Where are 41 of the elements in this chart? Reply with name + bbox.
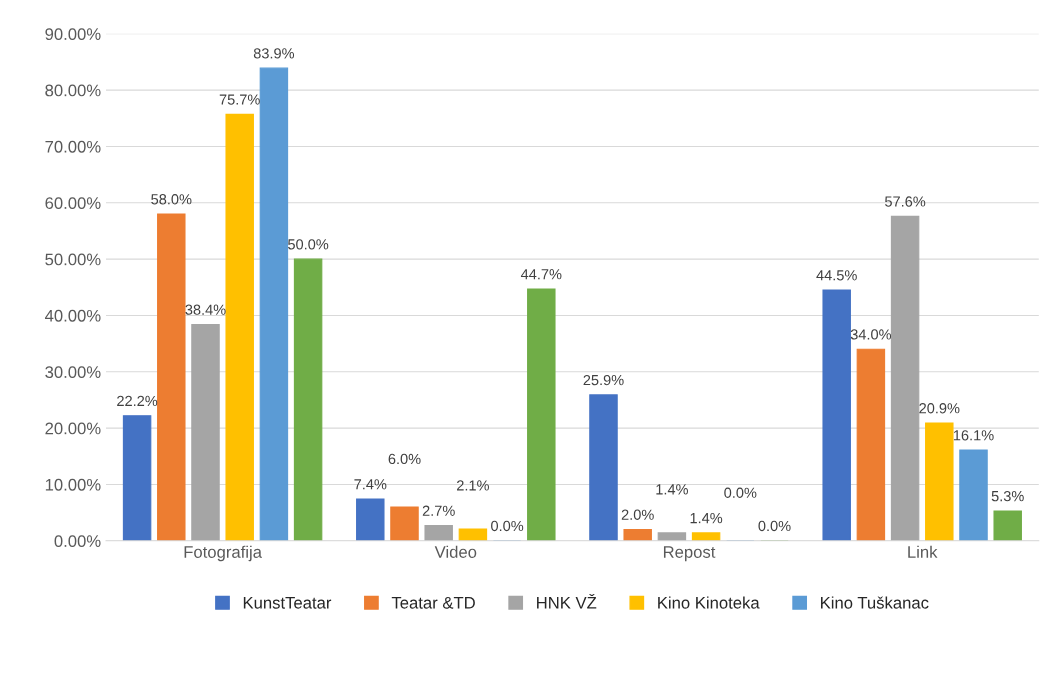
y-tick-label: 10.00% — [45, 478, 101, 491]
x-tick-label: Fotografija — [184, 545, 262, 562]
y-tick-label: 90.00% — [45, 28, 101, 40]
data-label: 75.7% — [219, 94, 260, 105]
y-tick-label: 40.00% — [45, 309, 101, 322]
x-tick-label: Video — [434, 545, 477, 558]
data-label: 1.4% — [656, 484, 688, 495]
data-label: 0.0% — [758, 520, 791, 532]
legend-label: Kino Tuškanac — [821, 596, 929, 609]
y-tick-label: 60.00% — [45, 197, 101, 209]
data-label: 16.1% — [953, 430, 994, 441]
data-label: 25.9% — [583, 374, 624, 386]
data-label: 44.5% — [816, 270, 857, 281]
data-label: 0.0% — [724, 487, 757, 498]
x-tick-label: Repost — [663, 546, 716, 562]
y-tick-label: 20.00% — [45, 422, 101, 435]
data-label: 44.7% — [520, 269, 562, 280]
data-label: 1.4% — [690, 513, 723, 524]
x-tick-label: Link — [908, 545, 938, 558]
data-label: 34.0% — [850, 329, 892, 340]
legend-label: Kino Kinoteka — [658, 596, 760, 609]
y-tick-label: 50.00% — [45, 253, 101, 266]
y-tick-label: 80.00% — [45, 84, 101, 97]
data-label: 58.0% — [151, 194, 192, 205]
data-label: 2.1% — [457, 480, 489, 491]
y-tick-label: 30.00% — [45, 366, 101, 378]
data-label: 0.0% — [491, 520, 524, 532]
legend-label: Teatar &TD — [391, 597, 475, 609]
data-label: 2.0% — [621, 509, 654, 520]
data-label: 7.4% — [354, 479, 387, 490]
legend-label: HNK VŽ — [537, 593, 597, 609]
data-label: 50.0% — [288, 239, 329, 250]
data-label: 83.9% — [253, 48, 295, 59]
data-label: 57.6% — [885, 196, 926, 207]
data-label: 20.9% — [919, 403, 960, 414]
data-label: 2.7% — [422, 505, 455, 516]
y-tick-label: 0.00% — [54, 535, 101, 547]
data-label: 5.3% — [991, 490, 1024, 502]
y-tick-label: 70.00% — [45, 140, 101, 153]
data-label: 6.0% — [388, 453, 421, 465]
legend-label: KunstTeatar — [243, 597, 332, 609]
